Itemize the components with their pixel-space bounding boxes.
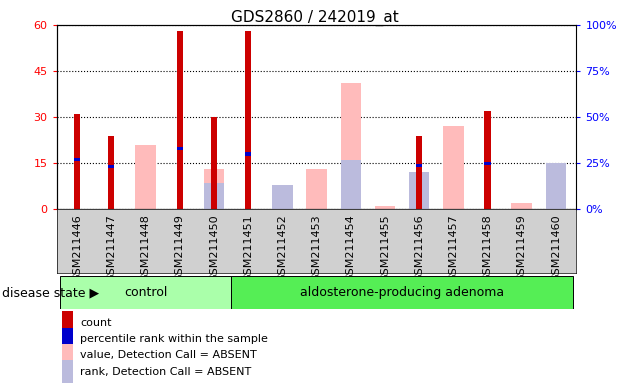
Bar [306, 169, 327, 209]
Bar [409, 172, 430, 209]
Bar [108, 166, 115, 169]
Bar [74, 158, 80, 161]
Text: GSM211447: GSM211447 [106, 214, 117, 282]
Text: GSM211446: GSM211446 [72, 214, 83, 282]
Bar [60, 276, 231, 309]
Text: rank, Detection Call = ABSENT: rank, Detection Call = ABSENT [80, 367, 251, 377]
Bar [62, 311, 73, 334]
Bar [375, 206, 395, 209]
Text: GSM211458: GSM211458 [483, 214, 493, 282]
Bar [272, 185, 293, 209]
Text: disease state ▶: disease state ▶ [2, 286, 99, 299]
Bar [443, 126, 464, 209]
Text: control: control [124, 286, 168, 299]
Bar [62, 360, 73, 383]
Text: GSM211459: GSM211459 [517, 214, 527, 282]
Bar [484, 162, 491, 165]
Text: percentile rank within the sample: percentile rank within the sample [80, 334, 268, 344]
Bar [272, 185, 293, 209]
Text: count: count [80, 318, 112, 328]
Text: GSM211460: GSM211460 [551, 214, 561, 282]
Bar [416, 136, 422, 209]
Bar [62, 328, 73, 351]
Bar [340, 83, 361, 209]
Text: GSM211449: GSM211449 [175, 214, 185, 282]
Bar [74, 114, 80, 209]
Bar [245, 31, 251, 209]
Bar [177, 147, 183, 150]
Bar [416, 164, 422, 167]
Bar [546, 163, 566, 209]
Text: aldosterone-producing adenoma: aldosterone-producing adenoma [300, 286, 504, 299]
Text: GSM211453: GSM211453 [312, 214, 321, 282]
Bar [512, 203, 532, 209]
Text: value, Detection Call = ABSENT: value, Detection Call = ABSENT [80, 350, 257, 360]
Text: GSM211457: GSM211457 [449, 214, 459, 282]
Bar [203, 184, 224, 209]
Text: GSM211448: GSM211448 [140, 214, 151, 282]
Bar [203, 169, 224, 209]
Text: GSM211455: GSM211455 [380, 214, 390, 282]
Text: GSM211454: GSM211454 [346, 214, 356, 282]
Text: GSM211451: GSM211451 [243, 214, 253, 282]
Bar [245, 152, 251, 156]
Bar [62, 344, 73, 367]
Bar [231, 276, 573, 309]
Bar [108, 136, 115, 209]
Bar [177, 31, 183, 209]
Text: GDS2860 / 242019_at: GDS2860 / 242019_at [231, 10, 399, 26]
Bar [211, 117, 217, 209]
Bar [484, 111, 491, 209]
Bar [546, 169, 566, 209]
Text: GSM211456: GSM211456 [414, 214, 424, 282]
Bar [135, 145, 156, 209]
Text: GSM211450: GSM211450 [209, 214, 219, 282]
Bar [340, 159, 361, 209]
Text: GSM211452: GSM211452 [277, 214, 287, 282]
